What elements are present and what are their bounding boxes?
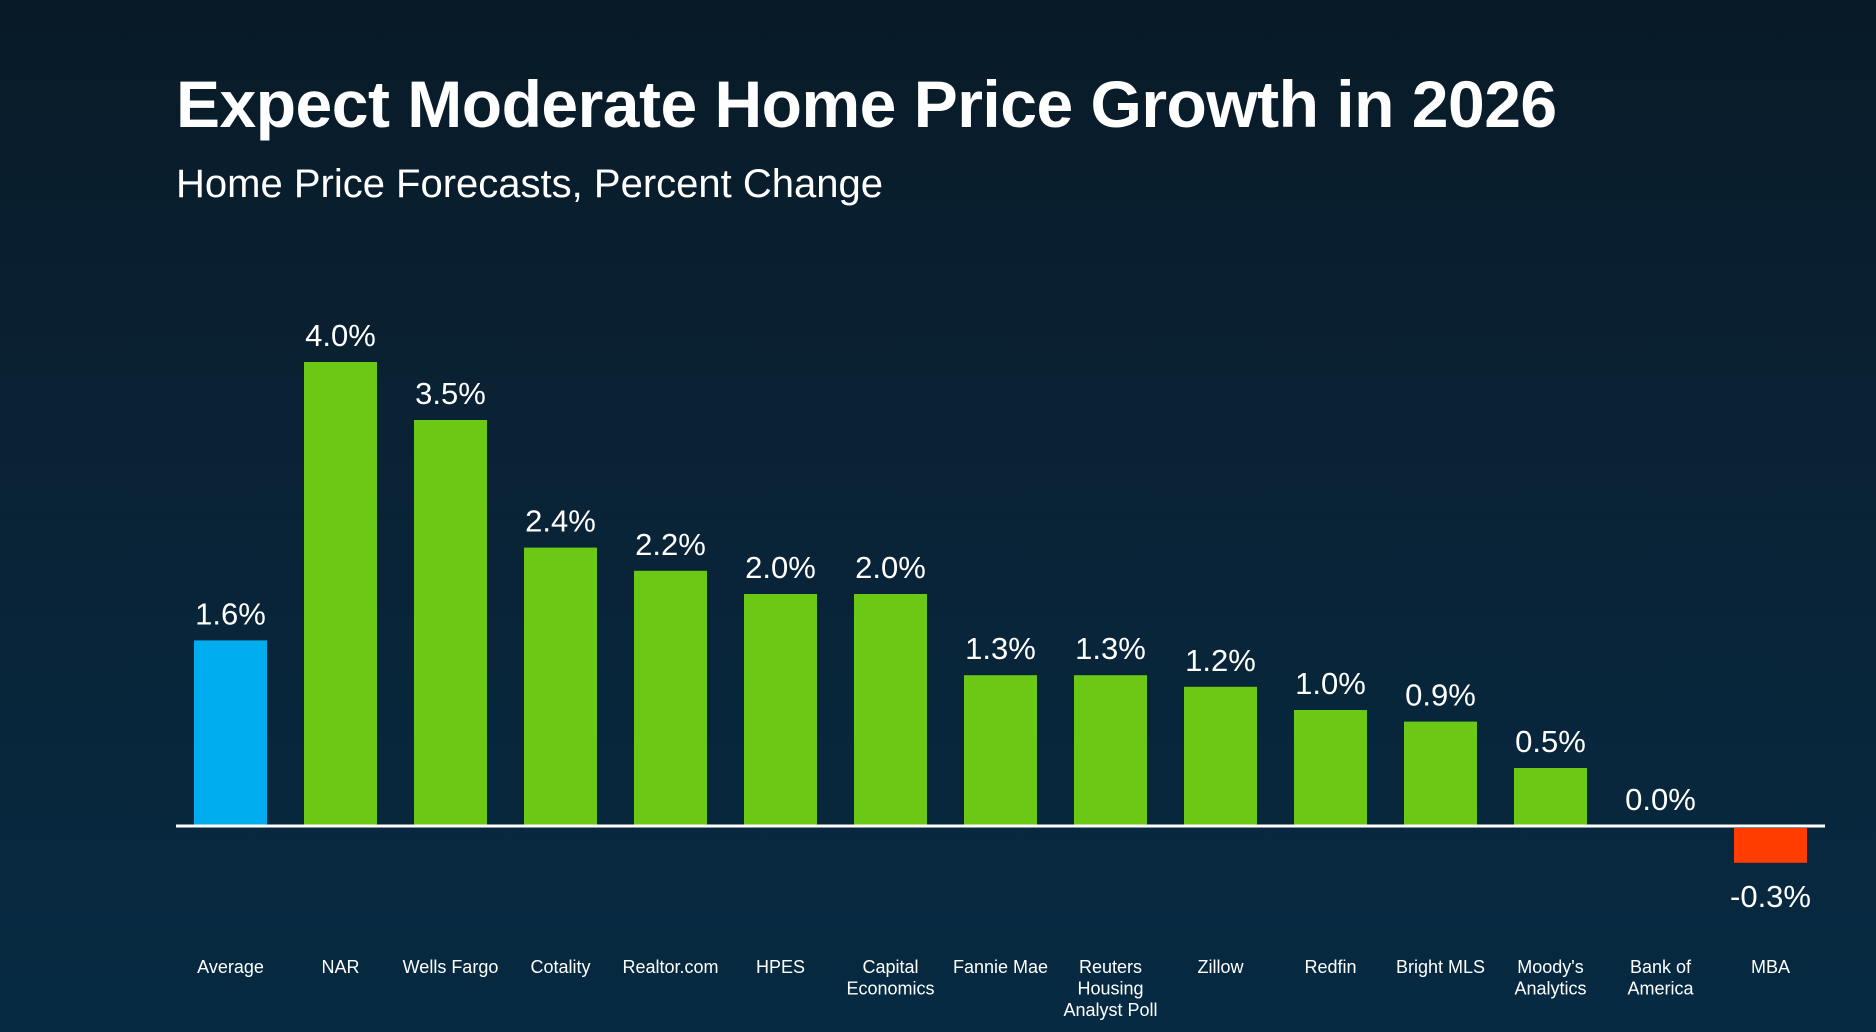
data-label: 1.3%: [1075, 631, 1146, 666]
category-label: Cotality: [530, 957, 590, 977]
chart-title: Expect Moderate Home Price Growth in 202…: [176, 67, 1557, 141]
bars-group: [194, 362, 1807, 863]
data-label: 2.0%: [855, 550, 926, 585]
category-label-line: Bright MLS: [1396, 957, 1485, 977]
data-label: 4.0%: [305, 318, 376, 353]
bar-redfin: [1294, 710, 1367, 826]
data-label: 1.6%: [195, 596, 266, 631]
category-label: Fannie Mae: [953, 957, 1048, 977]
bar-wells-fargo: [414, 420, 487, 826]
category-label-line: Analytics: [1514, 979, 1586, 999]
data-label: 0.0%: [1625, 782, 1696, 817]
category-label-line: MBA: [1751, 957, 1790, 977]
category-label-line: Analyst Poll: [1063, 1000, 1157, 1020]
category-label: Zillow: [1197, 957, 1244, 977]
category-label-line: Bank of: [1630, 957, 1692, 977]
category-label: Reuters Housing Analyst Poll: [1063, 957, 1157, 1020]
category-label-line: NAR: [321, 957, 359, 977]
category-label: Redfin: [1304, 957, 1356, 977]
bar-average: [194, 640, 267, 826]
bar-realtor-com: [634, 570, 707, 826]
category-label-line: Cotality: [530, 957, 590, 977]
value-labels-group: 1.6% 4.0% 3.5% 2.4% 2.2% 2.0% 2.0% 1.3% 1.3% 1.2%…: [195, 318, 1811, 914]
category-label-line: Moody's: [1517, 957, 1583, 977]
category-label: Average: [197, 957, 264, 977]
category-label-line: Reuters: [1079, 957, 1142, 977]
bar-zillow: [1184, 686, 1257, 826]
bar-mba: [1734, 828, 1807, 863]
bar-hpes: [744, 594, 817, 826]
category-label-line: Housing: [1077, 979, 1143, 999]
data-label: 1.2%: [1185, 643, 1256, 678]
category-label-line: Zillow: [1197, 957, 1244, 977]
category-label-line: Redfin: [1304, 957, 1356, 977]
category-label-line: Average: [197, 957, 264, 977]
data-label: 2.2%: [635, 527, 706, 562]
chart-subtitle: Home Price Forecasts, Percent Change: [176, 162, 883, 206]
category-label: Realtor.com: [622, 957, 718, 977]
category-label: NAR: [321, 957, 359, 977]
category-label: Capital Economics: [846, 957, 934, 999]
bar-nar: [304, 362, 377, 826]
category-label-line: HPES: [756, 957, 805, 977]
category-label: Wells Fargo: [403, 957, 499, 977]
category-label: Bright MLS: [1396, 957, 1485, 977]
category-label-line: America: [1627, 979, 1694, 999]
data-label: 1.3%: [965, 631, 1036, 666]
bar-capital-economics: [854, 594, 927, 826]
bar-bright-mls: [1404, 721, 1477, 826]
category-label: Bank of America: [1627, 957, 1694, 999]
bar-reuters-housing-analyst-poll: [1074, 675, 1147, 826]
bar-fannie-mae: [964, 675, 1037, 826]
data-label: 0.5%: [1515, 724, 1586, 759]
data-label: -0.3%: [1730, 879, 1811, 914]
data-label: 2.0%: [745, 550, 816, 585]
data-label: 0.9%: [1405, 678, 1476, 713]
category-label-line: Wells Fargo: [403, 957, 499, 977]
data-label: 1.0%: [1295, 666, 1366, 701]
data-label: 2.4%: [525, 504, 596, 539]
bar-moody-s-analytics: [1514, 768, 1587, 826]
category-label: MBA: [1751, 957, 1790, 977]
bar-cotality: [524, 547, 597, 826]
category-label: HPES: [756, 957, 805, 977]
category-labels-group: Average NAR Wells Fargo Cotality Realtor.com…: [197, 957, 1790, 1020]
data-label: 3.5%: [415, 376, 486, 411]
category-label-line: Capital: [862, 957, 918, 977]
category-label-line: Realtor.com: [622, 957, 718, 977]
category-label: Moody's Analytics: [1514, 957, 1586, 999]
category-label-line: Economics: [846, 979, 934, 999]
category-label-line: Fannie Mae: [953, 957, 1048, 977]
